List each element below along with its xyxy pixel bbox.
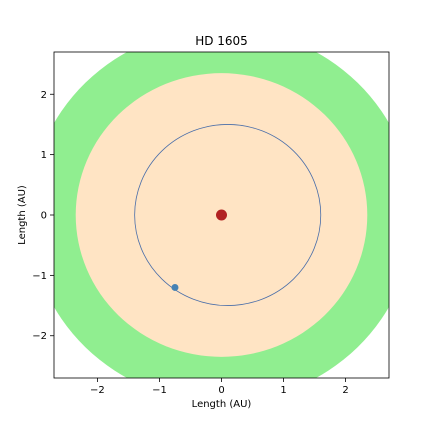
x-axis: −2 −1 0 1 2	[90, 378, 349, 396]
chart-title: HD 1605	[195, 34, 248, 48]
x-tick-label: 1	[280, 385, 286, 396]
y-tick-label: 0	[41, 211, 47, 222]
planet-marker	[171, 283, 179, 291]
y-axis-label: Length (AU)	[17, 185, 28, 245]
y-tick-label: −1	[32, 271, 47, 282]
x-tick-label: 0	[218, 385, 224, 396]
star-marker	[216, 209, 227, 221]
y-axis: −2 −1 0 1 2	[32, 90, 54, 342]
plot-area	[54, 52, 389, 378]
x-tick-label: −1	[152, 385, 167, 396]
orbit-path	[134, 124, 322, 306]
y-tick-label: 1	[41, 150, 47, 161]
y-tick-label: 2	[41, 90, 47, 101]
y-tick-label: −2	[32, 331, 47, 342]
x-tick-label: 2	[342, 385, 348, 396]
x-axis-label: Length (AU)	[192, 399, 252, 410]
x-tick-label: −2	[90, 385, 105, 396]
